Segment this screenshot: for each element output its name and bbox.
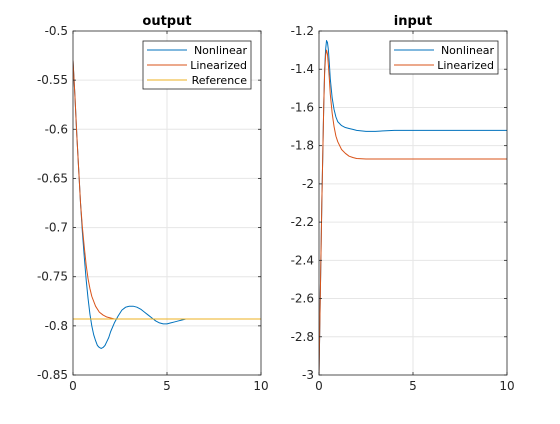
y-tick-label: -0.75 — [37, 270, 68, 284]
chart-title: input — [394, 14, 433, 29]
legend: Nonlinear Linearized — [389, 40, 499, 75]
y-tick-label: -0.85 — [37, 368, 68, 382]
y-tick-label: -2.6 — [291, 292, 314, 306]
chart-title: output — [142, 14, 191, 29]
legend-label: Nonlinear — [441, 44, 495, 57]
y-tick-label: -2.2 — [291, 215, 314, 229]
legend: Nonlinear Linearized Reference — [142, 40, 252, 90]
output-panel: 0 5 10 -0.85 -0.8 -0.75 -0.7 -0.65 -0.6 -0.55 -0.5… — [37, 14, 269, 393]
y-tick-label: -0.5 — [45, 24, 68, 38]
series-group — [73, 60, 261, 349]
legend-box — [389, 40, 499, 75]
y-tick-label: -0.55 — [37, 73, 68, 87]
series-group — [319, 40, 507, 375]
legend-label: Linearized — [190, 59, 247, 72]
y-tick-label: -0.65 — [37, 171, 68, 185]
x-tick-label: 0 — [69, 379, 77, 393]
y-tick-label: -3 — [302, 368, 314, 382]
series-line-linearized — [319, 49, 507, 375]
y-tick-label: -0.8 — [45, 319, 68, 333]
x-tick-label: 10 — [499, 379, 514, 393]
y-tick-label: -0.6 — [45, 122, 68, 136]
legend-label: Nonlinear — [194, 44, 248, 57]
y-tick-label: -1.8 — [291, 139, 314, 153]
x-tick-label: 5 — [163, 379, 171, 393]
legend-label: Reference — [192, 74, 248, 87]
y-tick-label: -1.6 — [291, 100, 314, 114]
y-tick-label: -1.4 — [291, 62, 314, 76]
y-tick-label: -0.7 — [45, 221, 68, 235]
y-tick-label: -2.8 — [291, 330, 314, 344]
x-tick-label: 10 — [253, 379, 268, 393]
series-line-nonlinear — [73, 60, 222, 349]
y-tick-label: -2.4 — [291, 253, 314, 267]
x-tick-label: 5 — [409, 379, 417, 393]
y-tick-label: -2 — [302, 177, 314, 191]
y-tick-label: -1.2 — [291, 24, 314, 38]
legend-label: Linearized — [437, 59, 494, 72]
x-tick-label: 0 — [315, 379, 323, 393]
input-panel: 0 5 10 -3 -2.8 -2.6 -2.4 -2.2 -2 -1.8 -1.6 -1.4 -1.2… — [291, 14, 515, 393]
